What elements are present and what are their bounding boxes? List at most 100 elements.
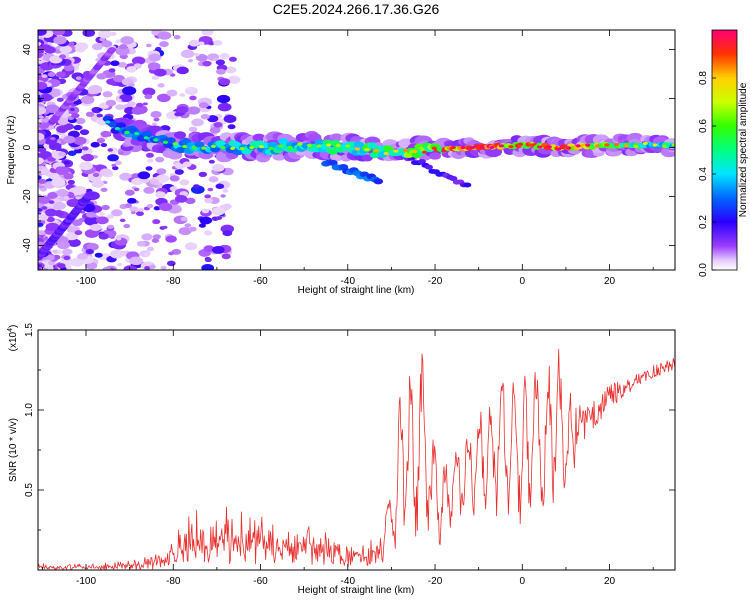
noise-blob	[65, 232, 79, 241]
noise-blob	[130, 211, 136, 215]
ridge-core	[479, 145, 485, 149]
noise-blob	[133, 187, 140, 192]
noise-blob	[47, 191, 59, 199]
ridge-core	[422, 150, 428, 154]
noise-blob	[157, 83, 165, 88]
noise-blob	[100, 142, 108, 148]
noise-blob	[111, 209, 123, 217]
noise-blob	[188, 126, 198, 132]
ridge-core	[642, 141, 648, 146]
noise-blob	[66, 199, 80, 207]
ridge-core	[114, 126, 120, 131]
noise-blob	[180, 49, 195, 59]
noise-blob	[57, 151, 67, 157]
noise-blob	[176, 106, 189, 114]
noise-blob	[81, 146, 89, 151]
noise-blob	[119, 251, 127, 256]
snr-x-tick-label: 0	[520, 576, 526, 587]
spectrogram-ticks: -100 -80 -60 -40 -20 0 20 -40 -20 0 20 40	[22, 30, 675, 287]
noise-blob	[120, 36, 134, 45]
noise-blob	[156, 93, 171, 103]
ridge-core	[460, 145, 466, 150]
noise-blob	[92, 172, 100, 177]
ridge-blob	[175, 146, 187, 154]
noise-blob	[228, 56, 237, 62]
ridge-core	[383, 151, 389, 156]
noise-blob	[82, 30, 96, 37]
noise-blob	[160, 265, 167, 270]
noise-blob	[199, 216, 213, 225]
spectrogram-panel: -100 -80 -60 -40 -20 0 20 -40 -20 0 20 40 Height of…	[6, 29, 676, 296]
noise-blob	[179, 179, 190, 186]
noise-blob	[38, 30, 47, 36]
noise-blob	[144, 266, 151, 270]
snr-background	[38, 330, 675, 570]
noise-blob	[149, 264, 156, 269]
noise-blob	[144, 94, 153, 100]
noise-blob	[56, 240, 71, 250]
colorbar-gradient	[711, 29, 738, 271]
noise-blob	[98, 233, 109, 240]
ridge-core	[172, 142, 178, 146]
noise-blob	[176, 66, 189, 75]
noise-blob	[75, 76, 82, 80]
noise-blob	[41, 206, 48, 210]
noise-blob	[204, 198, 213, 204]
noise-blob	[80, 95, 95, 105]
noise-blob	[208, 176, 219, 183]
noise-blob	[122, 86, 137, 96]
noise-blob	[208, 41, 215, 46]
noise-blob	[106, 214, 114, 219]
noise-blob	[80, 210, 86, 214]
noise-blob	[67, 238, 81, 247]
noise-blob	[115, 39, 122, 44]
noise-blob	[142, 87, 156, 96]
noise-blob	[207, 187, 214, 192]
noise-blob	[220, 194, 226, 198]
noise-blob	[38, 175, 42, 180]
noise-blob	[215, 216, 223, 221]
noise-blob	[147, 204, 154, 209]
noise-blob	[114, 160, 122, 166]
noise-blob	[87, 84, 103, 94]
ridge-core	[124, 130, 130, 134]
noise-blob	[73, 136, 87, 145]
noise-blob	[41, 74, 48, 78]
noise-blob	[157, 31, 172, 40]
snr-y-tick-label: 0.5	[24, 483, 35, 497]
noise-blob	[145, 166, 153, 171]
noise-blob	[116, 98, 122, 102]
ridge-core	[287, 145, 293, 149]
halo-blob	[173, 131, 187, 139]
noise-blob	[204, 230, 213, 236]
noise-blob	[184, 242, 198, 251]
noise-blob	[50, 136, 56, 141]
ridge-core	[143, 136, 149, 140]
noise-blob	[188, 226, 197, 232]
noise-blob	[198, 41, 205, 46]
noise-blob	[135, 102, 144, 108]
halo-blob	[429, 152, 442, 160]
noise-blob	[151, 238, 160, 243]
noise-blob	[74, 230, 83, 236]
noise-blob	[165, 235, 177, 243]
noise-blob	[40, 93, 53, 102]
ridge-core	[508, 145, 514, 149]
noise-blob	[150, 111, 162, 119]
noise-blob	[85, 249, 95, 255]
noise-blob	[146, 246, 155, 252]
noise-blob	[115, 46, 130, 56]
noise-blob	[151, 122, 157, 126]
noise-blob	[143, 252, 150, 257]
noise-blob	[215, 183, 225, 189]
noise-blob	[38, 41, 42, 46]
noise-blob	[98, 30, 112, 39]
noise-blob	[123, 223, 131, 229]
ridge-blob	[267, 141, 278, 149]
noise-blob	[126, 66, 137, 73]
noise-blob	[102, 267, 112, 270]
spectrogram-y-axis-label: Frequency (Hz)	[6, 116, 17, 185]
noise-blob	[204, 194, 212, 199]
noise-blob	[71, 113, 80, 119]
noise-blob	[57, 118, 69, 126]
